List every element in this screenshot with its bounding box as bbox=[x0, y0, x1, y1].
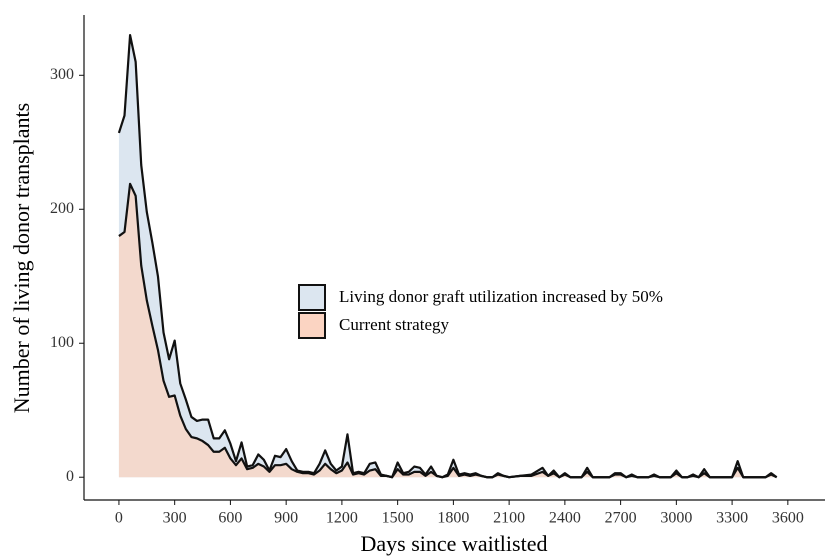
x-tick-label: 2100 bbox=[493, 510, 525, 527]
x-tick-label: 1800 bbox=[437, 510, 469, 527]
y-tick-label: 0 bbox=[66, 468, 74, 485]
area-line bbox=[118, 182, 778, 479]
x-tick-label: 900 bbox=[274, 510, 298, 527]
x-tick-label: 0 bbox=[115, 510, 123, 527]
area-fill bbox=[118, 183, 777, 478]
x-tick-label: 3000 bbox=[660, 510, 692, 527]
x-tick-label: 1500 bbox=[382, 510, 414, 527]
x-tick-label: 3300 bbox=[716, 510, 748, 527]
x-tick-label: 3600 bbox=[772, 510, 804, 527]
x-axis-title: Days since waitlisted bbox=[361, 531, 548, 556]
x-tick-label: 2400 bbox=[549, 510, 581, 527]
y-tick-label: 200 bbox=[50, 200, 74, 217]
y-tick-label: 100 bbox=[50, 334, 74, 351]
x-tick-label: 2700 bbox=[605, 510, 637, 527]
legend-text: Living donor graft utilization increased… bbox=[339, 287, 663, 306]
legend-swatch bbox=[298, 284, 326, 311]
x-tick-label: 600 bbox=[218, 510, 242, 527]
y-axis-title: Number of living donor transplants bbox=[9, 103, 34, 413]
y-tick-label: 300 bbox=[50, 66, 74, 83]
legend-text: Current strategy bbox=[339, 315, 449, 334]
legend-swatch bbox=[298, 312, 326, 339]
area-fill bbox=[118, 35, 777, 478]
area-line bbox=[117, 34, 778, 479]
x-tick-label: 300 bbox=[163, 510, 187, 527]
x-tick-label: 1200 bbox=[326, 510, 358, 527]
